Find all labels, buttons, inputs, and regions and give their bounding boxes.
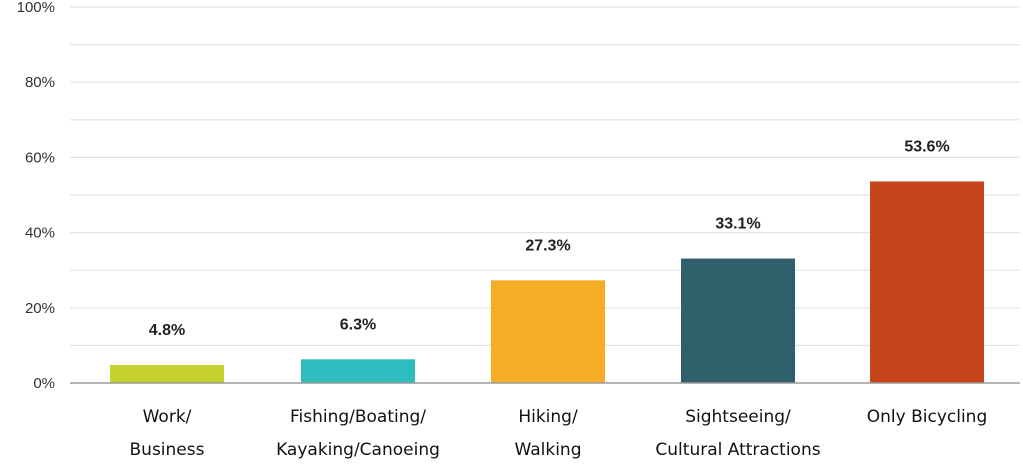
x-tick-label: Hiking/ — [518, 407, 578, 427]
y-tick-label: 100% — [17, 0, 55, 16]
y-tick-label: 80% — [25, 74, 55, 91]
bar — [681, 258, 795, 383]
y-tick-label: 0% — [33, 375, 55, 392]
x-tick-label: Walking — [515, 440, 582, 460]
data-labels: 4.8% 6.3% 27.3% 33.1% 53.6% — [149, 138, 950, 338]
bar — [301, 359, 415, 383]
data-label: 6.3% — [340, 316, 376, 333]
data-label: 27.3% — [525, 237, 570, 254]
bar — [110, 364, 224, 383]
data-label: 4.8% — [149, 322, 185, 339]
x-tick-label: Business — [130, 440, 205, 460]
x-tick-label: Only Bicycling — [867, 407, 988, 427]
bar — [870, 181, 984, 383]
bar — [491, 280, 605, 383]
y-tick-label: 20% — [25, 300, 55, 317]
x-tick-label: Sightseeing/ — [685, 407, 791, 427]
y-tick-label: 60% — [25, 149, 55, 166]
x-tick-label: Kayaking/Canoeing — [276, 440, 440, 460]
bars — [110, 181, 984, 383]
data-label: 33.1% — [715, 216, 760, 233]
x-tick-label: Cultural Attractions — [655, 440, 820, 460]
gridlines — [70, 6, 1020, 346]
data-label: 53.6% — [904, 138, 949, 155]
y-axis-ticks: 0% 20% 40% 60% 80% 100% — [17, 0, 55, 392]
y-tick-label: 40% — [25, 225, 55, 242]
x-axis-labels: Work/Business Fishing/Boating/Kayaking/Ca… — [130, 407, 988, 460]
x-tick-label: Fishing/Boating/ — [290, 407, 426, 427]
x-tick-label: Work/ — [143, 407, 192, 427]
